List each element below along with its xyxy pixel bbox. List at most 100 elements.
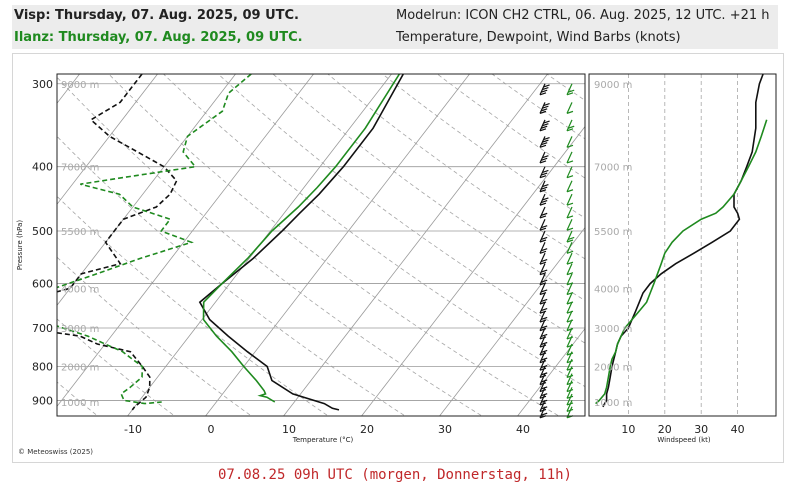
temperature-tick-label: 10 (282, 423, 296, 436)
visp-wind-barb-feather (542, 183, 549, 188)
windspeed-height-label: 3000 m (594, 324, 632, 335)
height-label: 2000 m (61, 362, 99, 373)
visp-wind-barb (539, 393, 546, 406)
ilanz-wind-barb-feather (566, 282, 574, 286)
dry-adiabat (217, 74, 585, 344)
dry-adiabat (57, 381, 99, 416)
ilanz-wind-barb-feather (568, 236, 575, 240)
dry-adiabat (108, 74, 560, 416)
windspeed-height-label: 4000 m (594, 284, 632, 295)
windspeed-height-label: 2000 m (594, 362, 632, 373)
ilanz-wind-barb (566, 263, 573, 275)
ilanz-wind-barb-feather (566, 272, 574, 276)
visp-wind-barb (539, 358, 546, 371)
ilanz-wind-barb-feather (566, 261, 574, 265)
header-bar: Visp: Thursday, 07. Aug. 2025, 09 UTC. I… (12, 5, 778, 49)
ilanz-wind-barb (566, 343, 573, 356)
ilanz-wind-barb (566, 301, 573, 314)
visp-wind-barb-feather (539, 360, 547, 364)
dry-adiabat (695, 64, 800, 419)
visp-wind-barb-feather (539, 239, 547, 243)
height-label: 3000 m (61, 324, 99, 335)
visp-wind-barb-feather (541, 307, 548, 312)
ilanz-wind-barb (566, 358, 573, 371)
visp-wind-barb-feather (543, 136, 550, 141)
height-label: 4000 m (61, 284, 99, 295)
temperature-tick-label: 0 (208, 423, 215, 436)
temperature-tick-label: -10 (124, 423, 142, 436)
visp-wind-barb (539, 263, 546, 275)
windspeed-axis-label: Windspeed (kt) (657, 436, 710, 444)
visp-wind-barb-feather (543, 120, 550, 124)
visp-wind-barb-feather (543, 84, 550, 88)
visp-wind-barb (539, 387, 546, 399)
ilanz-wind-barb (566, 218, 573, 231)
visp-wind-barb-feather (539, 160, 547, 164)
visp-wind-barb-feather (541, 412, 548, 416)
visp-wind-barb-feather (539, 227, 547, 231)
ilanz-dewpoint-line (57, 74, 252, 405)
temperature-tick-label: 20 (360, 423, 374, 436)
visp-wind-barb-feather (541, 142, 548, 146)
visp-wind-barb-feather (541, 236, 548, 240)
visp-wind-barb-feather (539, 175, 547, 179)
ilanz-wind-barb-feather (566, 227, 574, 231)
visp-wind-barb-feather (542, 169, 549, 174)
height-label: 7000 m (61, 163, 99, 174)
windspeed-tick-label: 30 (694, 423, 708, 436)
pressure-tick-label: 300 (32, 78, 53, 91)
visp-wind-barb-feather (543, 103, 550, 107)
windspeed-height-label: 1000 m (594, 398, 632, 409)
visp-wind-barb (539, 400, 546, 412)
pressure-axis-label: Pressure (hPa) (16, 220, 24, 270)
height-label: 1000 m (61, 398, 99, 409)
visp-wind-barb (539, 252, 546, 265)
ilanz-wind-barb (566, 180, 573, 192)
forecast-caption: 07.08.25 09h UTC (morgen, Donnerstag, 11… (217, 467, 572, 483)
visp-windspeed-line (602, 73, 764, 408)
visp-wind-barb-feather (541, 269, 548, 273)
ilanz-temperature-line (202, 74, 401, 403)
visp-wind-barb-feather (541, 248, 548, 252)
ilanz-windspeed-line (595, 119, 768, 405)
isotherm (205, 74, 471, 416)
copyright-note: © Meteoswiss (2025) (18, 448, 94, 456)
visp-wind-barb-feather (539, 250, 547, 254)
visp-dewpoint-line (57, 74, 178, 411)
ilanz-wind-barb (566, 366, 573, 378)
visp-wind-barb-feather (539, 272, 547, 276)
ilanz-wind-barb-feather (566, 144, 574, 148)
visp-wind-barb (539, 343, 546, 356)
isotherm (57, 74, 315, 407)
visp-wind-barb (539, 283, 546, 295)
visp-wind-barb (539, 351, 546, 363)
ilanz-wind-barb (566, 242, 573, 254)
ilanz-wind-barb (566, 230, 573, 243)
visp-wind-barb (539, 230, 546, 243)
visp-wind-barb-feather (539, 367, 547, 371)
height-label: 5500 m (61, 227, 99, 238)
visp-wind-barb-feather (541, 212, 548, 216)
ilanz-wind-barb-feather (566, 360, 574, 364)
visp-wind-barb-feather (542, 105, 549, 109)
ilanz-wind-barb (566, 335, 573, 348)
ilanz-wind-barb-feather (566, 291, 574, 296)
visp-wind-barb-feather (542, 87, 549, 91)
ilanz-wind-barb (566, 292, 573, 305)
visp-wind-barb-feather (541, 108, 548, 112)
chart-frame (12, 53, 784, 463)
ilanz-wind-barb (566, 393, 573, 406)
ilanz-wind-barb (566, 102, 573, 114)
pressure-tick-label: 800 (32, 360, 53, 373)
visp-wind-barb-feather (539, 261, 547, 265)
visp-wind-barb-feather (542, 123, 549, 127)
dry-adiabat (327, 74, 585, 260)
visp-wind-barb-feather (542, 139, 549, 143)
visp-wind-barb-feather (539, 128, 547, 132)
visp-wind-barb-feather (541, 289, 548, 293)
dry-adiabat (272, 74, 585, 301)
height-label: 9000 m (61, 80, 99, 91)
ilanz-wind-barb-feather (566, 367, 574, 371)
ilanz-wind-barb-feather (566, 239, 574, 243)
